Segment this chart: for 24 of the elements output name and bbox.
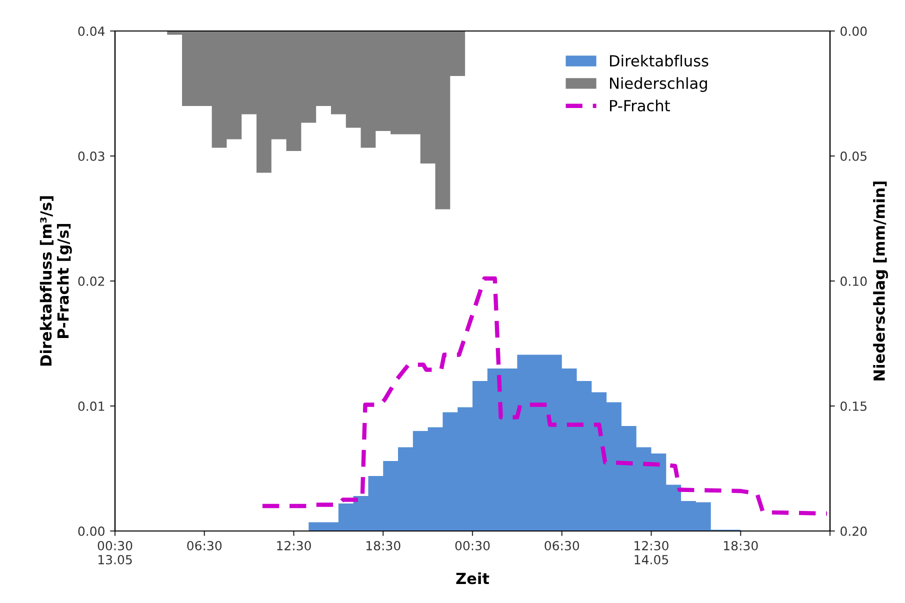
x-tick-label: 12:30 (277, 540, 311, 550)
y-tick-label: 0.01 (78, 401, 104, 411)
y2-tick-label: 0.10 (840, 276, 867, 286)
x-tick-label: 06:30 (544, 540, 580, 550)
y2-tick-label: 0.05 (840, 151, 866, 161)
x-axis-title: Zeit (456, 572, 490, 584)
x-tick-label: 18:30 (724, 540, 758, 550)
x-tick-label: 18:30 (366, 540, 400, 550)
x-tick-label: 00:30 (455, 540, 490, 550)
y-tick-label: 0.04 (78, 26, 105, 36)
y-tick-label: 0.02 (78, 276, 104, 286)
y2-tick-label: 0.20 (840, 526, 867, 536)
y-axis-title: Direktabfluss [m³/s] P-Fracht [g/s] (40, 196, 72, 366)
y2-axis-title: Niederschlag [mm/min] (873, 182, 888, 380)
legend-label: P-Fracht (610, 100, 670, 112)
y2-tick-label: 0.00 (840, 26, 867, 36)
x-tick-label: 06:30 (187, 540, 222, 550)
y2-tick-label: 0.15 (840, 401, 866, 411)
x-tick-label: 00:30 13.05 (98, 540, 132, 564)
x-tick-label: 12:30 14.05 (634, 540, 668, 564)
y-tick-label: 0.03 (78, 151, 104, 161)
legend-label: Niederschlag (610, 77, 707, 92)
y-tick-label: 0.00 (78, 526, 104, 536)
legend-label: Direktabfluss (610, 54, 708, 67)
